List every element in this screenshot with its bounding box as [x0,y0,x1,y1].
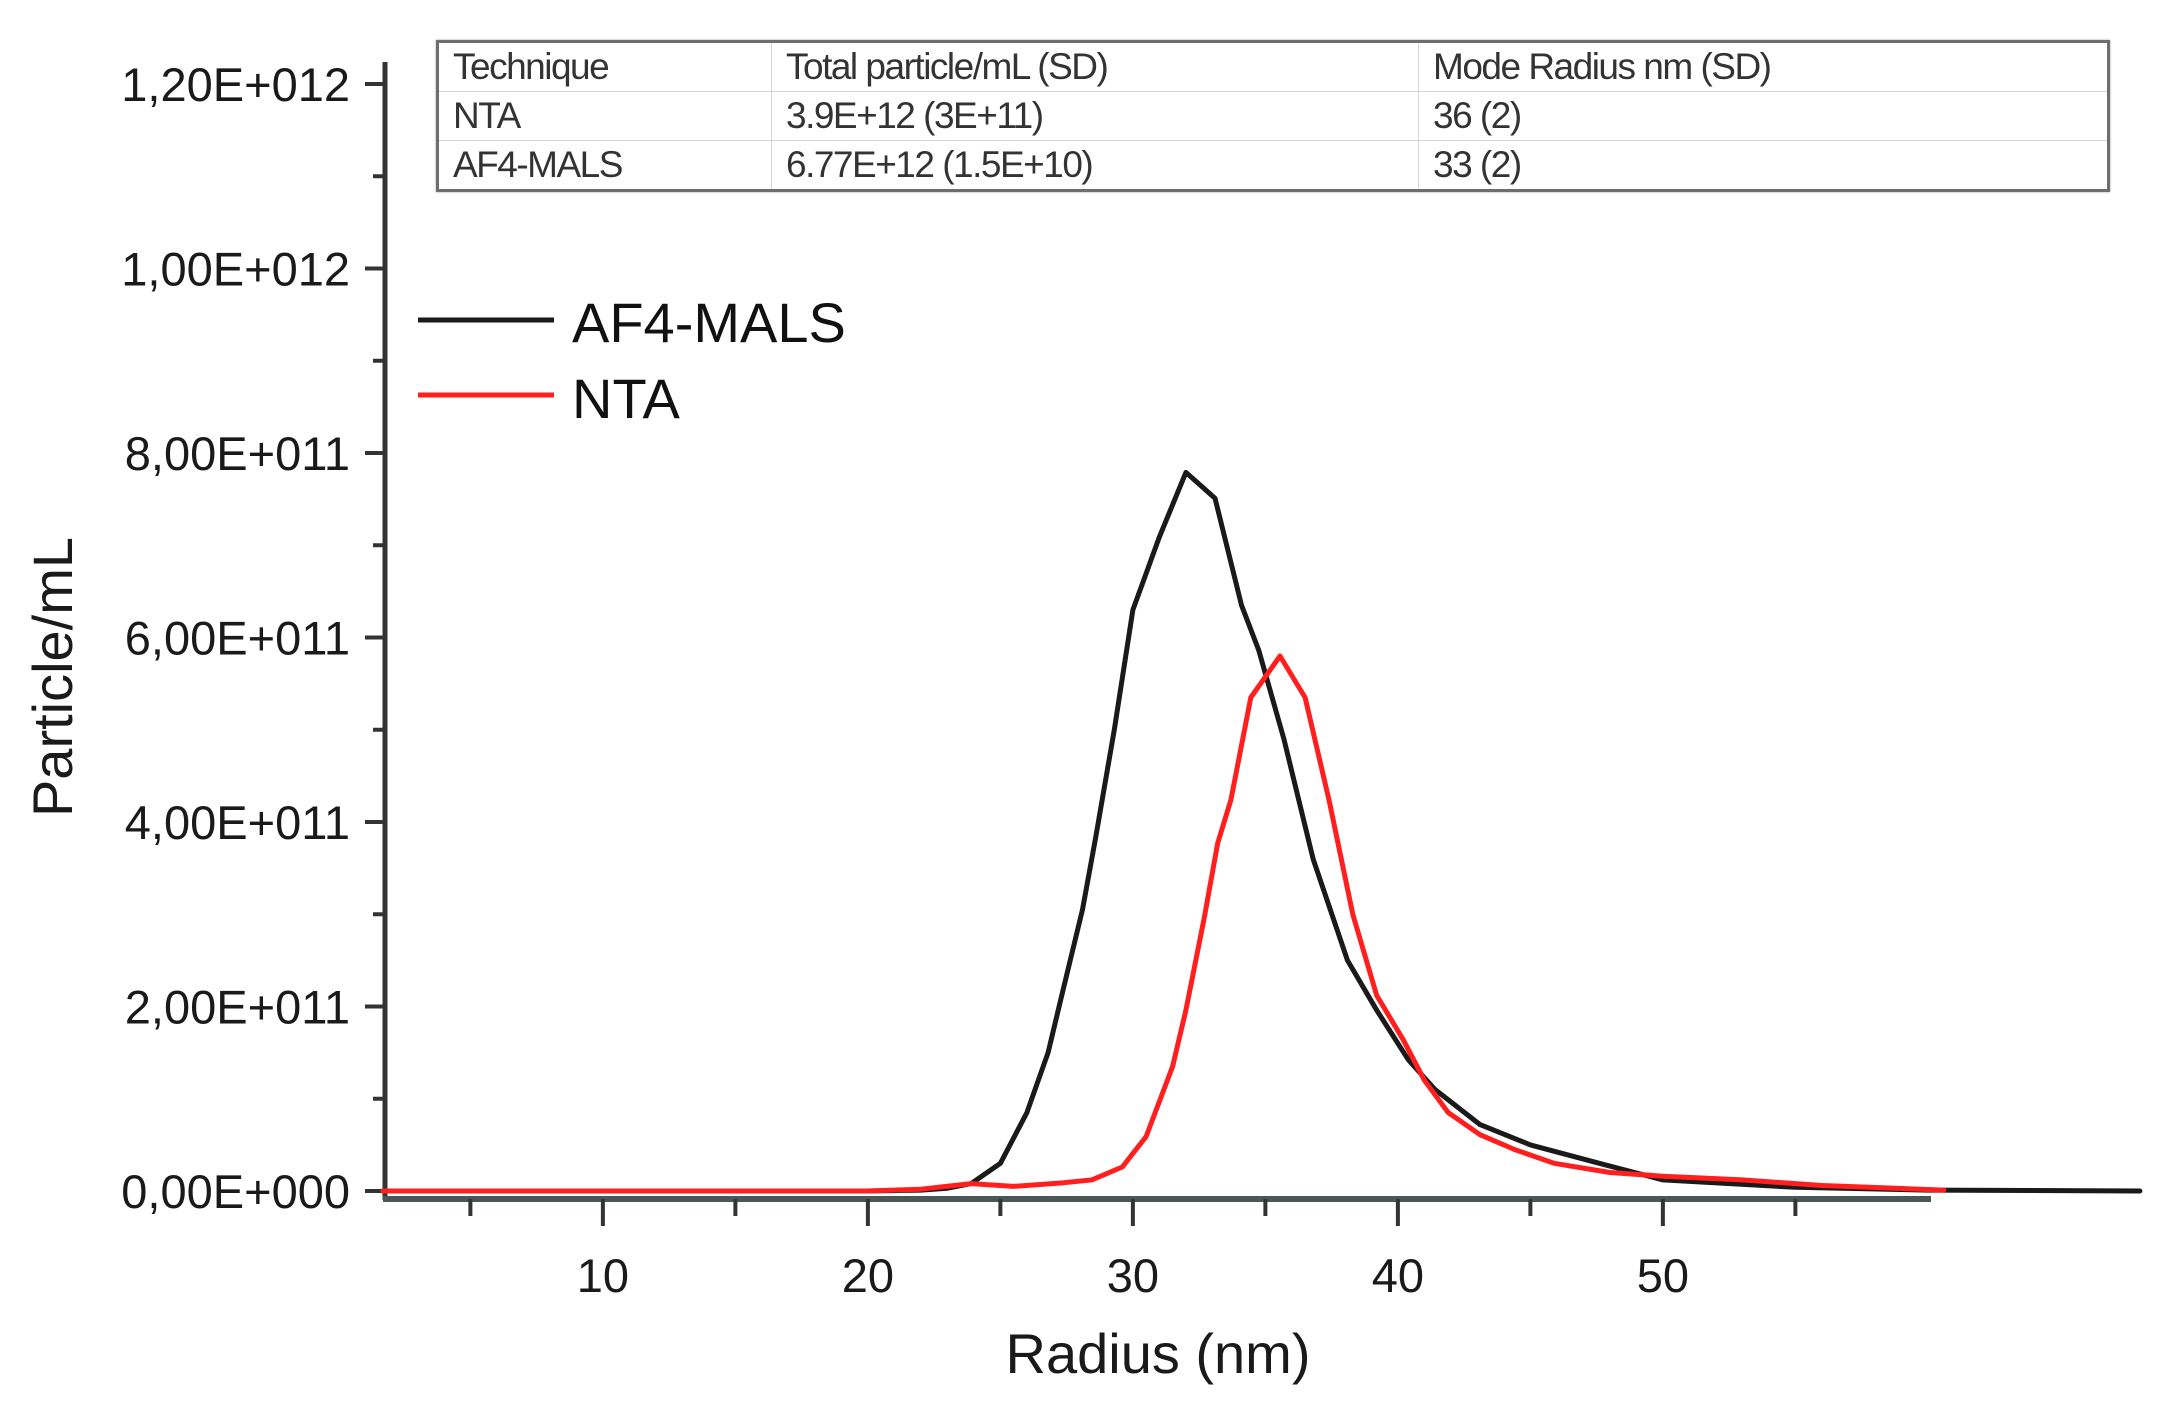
cell-mode-radius: 33 (2) [1418,140,2109,191]
header-mode-radius: Mode Radius nm (SD) [1418,41,2109,92]
y-tick-label: 6,00E+011 [125,612,350,665]
y-tick-label: 2,00E+011 [125,981,350,1034]
table-row: AF4-MALS 6.77E+12 (1.5E+10) 33 (2) [437,140,2109,191]
cell-total-particle: 6.77E+12 (1.5E+10) [771,140,1419,191]
x-axis-ticks: 10 20 30 40 50 [468,1199,1798,1302]
y-tick-label: 1,00E+012 [121,243,350,296]
cell-total-particle: 3.9E+12 (3E+11) [771,91,1419,141]
legend-label-nta: NTA [572,367,680,430]
y-tick-label: 0,00E+000 [121,1165,350,1218]
series-line-af4-mals [380,469,2143,1194]
y-axis-ticks: 0,00E+000 2,00E+011 4,00E+011 6,00E+011 8,00… [121,58,385,1218]
y-tick-label: 1,20E+012 [121,58,350,111]
table-row: NTA 3.9E+12 (3E+11) 36 (2) [437,91,2109,141]
legend: AF4-MALS NTA [418,291,846,430]
y-tick-label: 4,00E+011 [125,796,350,849]
header-technique: Technique [437,41,772,92]
x-axis-title: Radius (nm) [1006,1322,1311,1385]
legend-label-af4-mals: AF4-MALS [572,291,846,354]
x-tick-label: 50 [1637,1249,1689,1302]
cell-technique: NTA [437,91,772,141]
x-tick-label: 20 [842,1249,894,1302]
cell-technique: AF4-MALS [437,140,772,191]
y-axis-title: Particle/mL [21,537,84,817]
table-header-row: Technique Total particle/mL (SD) Mode Ra… [437,41,2109,92]
x-tick-label: 40 [1372,1249,1424,1302]
x-tick-label: 10 [577,1249,629,1302]
cell-mode-radius: 36 (2) [1418,91,2109,141]
series-line-nta [380,653,1947,1194]
statistics-inset-table: Technique Total particle/mL (SD) Mode Ra… [436,40,2110,192]
x-tick-label: 30 [1107,1249,1159,1302]
y-tick-label: 8,00E+011 [125,427,350,480]
header-total-particle: Total particle/mL (SD) [771,41,1419,92]
series-lines [380,469,2143,1194]
